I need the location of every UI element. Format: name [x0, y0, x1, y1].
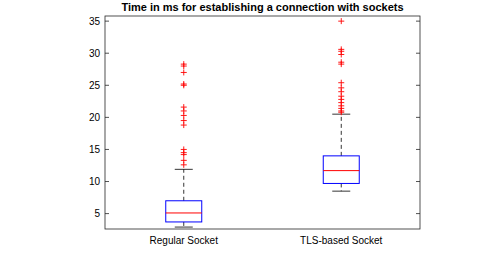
- box: [166, 201, 202, 222]
- y-tick: [416, 149, 420, 150]
- title: Time in ms for establishing a connection…: [121, 1, 403, 13]
- outlier: [181, 157, 187, 163]
- median: [323, 170, 359, 171]
- outlier: [181, 104, 187, 110]
- outlier: [181, 69, 187, 75]
- chart: Time in ms for establishing a connection…: [0, 0, 482, 256]
- y-tick-label: 5: [94, 208, 100, 219]
- whisker-cap-min: [332, 191, 350, 192]
- upper-whisker: [183, 169, 184, 200]
- lower-whisker: [341, 183, 342, 191]
- y-tick: [416, 117, 420, 118]
- plot-frame: [105, 16, 420, 229]
- y-tick: [105, 149, 109, 150]
- y-tick: [416, 21, 420, 22]
- x-tick-label: TLS-based Socket: [300, 235, 382, 246]
- y-tick-label: 20: [89, 112, 101, 123]
- y-tick-label: 30: [89, 48, 101, 59]
- box: [323, 156, 359, 184]
- y-tick-label: 35: [89, 16, 101, 27]
- outlier: [338, 80, 344, 86]
- outlier: [338, 85, 344, 91]
- whisker-cap-min: [175, 227, 193, 228]
- outlier: [181, 118, 187, 124]
- outlier: [338, 46, 344, 52]
- outlier: [181, 61, 187, 67]
- outlier: [181, 81, 187, 87]
- x-tick-label: Regular Socket: [150, 235, 219, 246]
- marks: [166, 18, 360, 227]
- y-tick-label: 15: [89, 144, 101, 155]
- y-tick: [105, 117, 109, 118]
- median: [166, 212, 202, 213]
- outlier: [181, 146, 187, 152]
- outlier: [338, 18, 344, 24]
- y-tick: [416, 213, 420, 214]
- y-tick: [105, 181, 109, 182]
- upper-whisker: [341, 114, 342, 156]
- outlier: [338, 59, 344, 65]
- y-tick: [105, 53, 109, 54]
- y-tick: [105, 85, 109, 86]
- y-tick-label: 25: [89, 80, 101, 91]
- whisker-cap-max: [175, 169, 193, 170]
- y-tick: [416, 181, 420, 182]
- y-tick: [416, 85, 420, 86]
- lower-whisker: [183, 222, 184, 227]
- y-tick-label: 10: [89, 176, 101, 187]
- y-tick: [105, 213, 109, 214]
- y-tick: [416, 53, 420, 54]
- y-tick: [105, 21, 109, 22]
